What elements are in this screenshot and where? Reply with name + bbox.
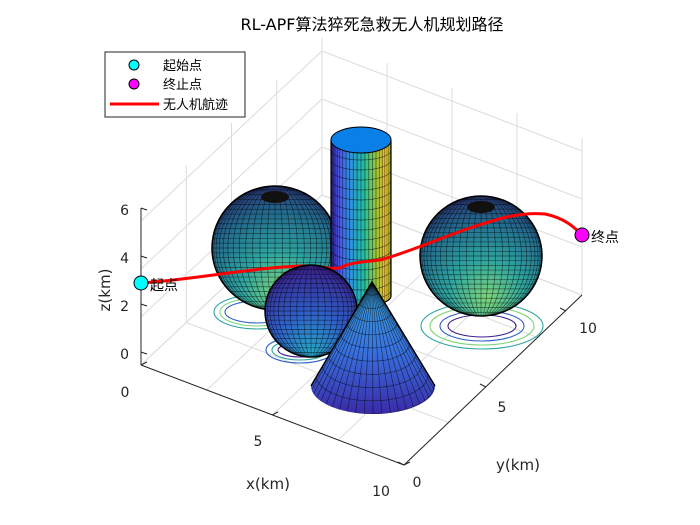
legend-item-end: 终止点 — [163, 77, 202, 93]
start-point-marker — [133, 275, 149, 291]
x-axis-label: x(km) — [246, 475, 290, 493]
sphere-obstacle-3 — [419, 195, 543, 317]
z-tick-label: 6 — [120, 203, 129, 219]
start-point-label: 起点 — [150, 278, 178, 294]
legend: 起始点 终止点 无人机航迹 — [104, 51, 246, 118]
z-tick-label: 4 — [120, 251, 129, 267]
end-point-marker — [574, 227, 590, 243]
legend-item-start: 起始点 — [163, 59, 202, 74]
chart-title: RL-APF算法猝死急救无人机规划路径 — [241, 15, 504, 34]
end-point-label: 终点 — [591, 230, 619, 246]
z-tick-label: 2 — [120, 299, 129, 315]
z-tick-label: 0 — [120, 347, 129, 363]
uav-flight-path — [140, 212, 584, 285]
x-axis: 0 5 10 x(km) — [121, 361, 411, 500]
legend-start-marker — [128, 59, 140, 71]
legend-item-path: 无人机航迹 — [163, 97, 228, 113]
legend-end-marker — [128, 78, 140, 90]
y-tick-label: 10 — [579, 321, 597, 337]
z-axis-label: z(km) — [96, 269, 114, 312]
cone-obstacle — [310, 280, 436, 414]
x-tick-label: 5 — [254, 434, 263, 450]
z-axis: 0 2 4 6 z(km) — [96, 203, 148, 363]
y-tick-label: 5 — [498, 400, 507, 416]
y-tick-label: 0 — [413, 475, 422, 491]
y-axis-label: y(km) — [496, 456, 540, 474]
y-axis: 0 5 10 y(km) — [397, 307, 597, 491]
x-tick-label: 0 — [121, 385, 130, 401]
x-tick-label: 10 — [372, 484, 390, 500]
